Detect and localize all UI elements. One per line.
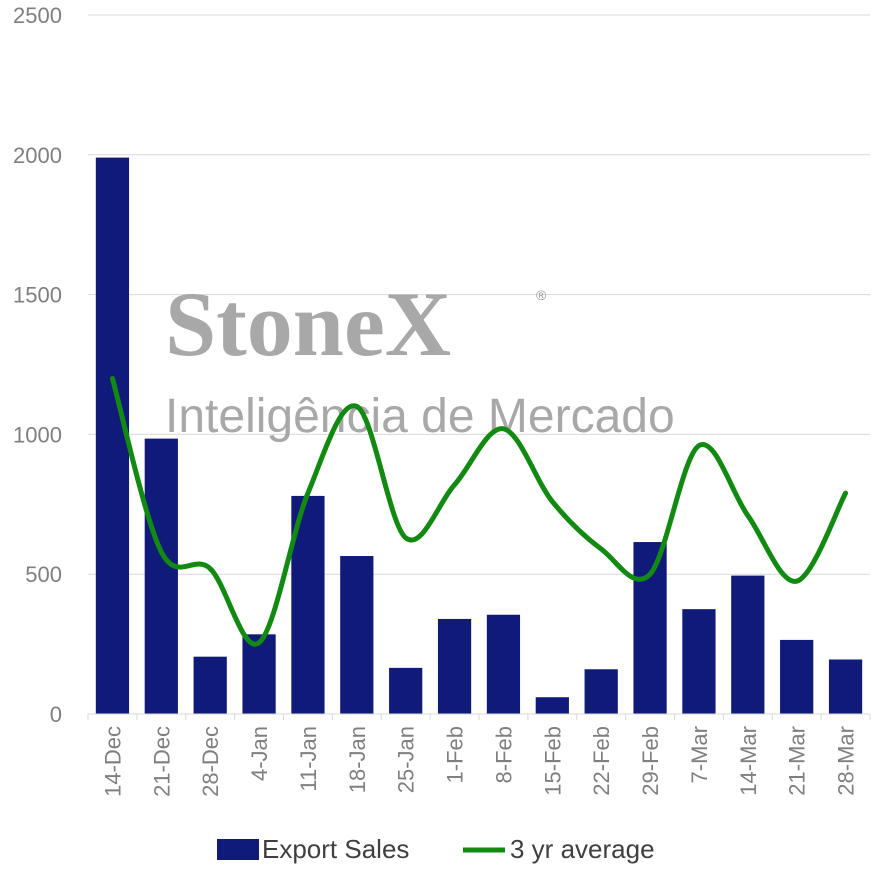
x-tick-label: 25-Jan [394,726,419,793]
bar-export-sales [486,614,521,714]
watermark: StoneX ® Inteligência de Mercado [165,273,675,443]
legend-export-sales-swatch [217,839,259,860]
x-tick-label: 8-Feb [491,726,516,783]
bar-export-sales [340,556,374,714]
bar-export-sales [828,659,863,714]
y-tick-label: 0 [50,702,62,727]
x-tick-label: 29-Feb [638,726,663,796]
average-line [109,375,849,647]
x-tick-label: 21-Dec [149,726,174,797]
x-tick-label: 21-Mar [785,726,810,796]
x-tick-label: 11-Jan [296,726,321,792]
x-tick-label: 1-Feb [443,726,468,783]
bar-export-sales [437,618,472,714]
bar-export-sales [242,634,276,714]
y-tick-label: 2500 [13,3,62,28]
x-tick-label: 14-Dec [100,726,125,797]
bar-export-sales [584,669,618,714]
x-tick-label: 18-Jan [345,726,370,793]
x-tick-label: 14-Mar [736,726,761,796]
y-axis-ticks: 0 500 1000 1500 2000 2500 [13,3,62,727]
y-tick-label: 2000 [13,143,62,168]
x-tick-label: 22-Feb [589,726,614,796]
x-tick-label: 28-Mar [834,726,859,796]
bar-export-sales [633,542,667,714]
legend-export-sales-label: Export Sales [262,834,409,864]
x-tick-label: 7-Mar [687,726,712,783]
line-3yr-average [109,375,849,647]
watermark-logo-text: StoneX [165,273,451,375]
bar-export-sales [95,157,130,714]
watermark-subtitle-text: Inteligência de Mercado [165,390,675,443]
bar-export-sales [144,438,178,714]
y-tick-label: 1500 [13,283,62,308]
x-tick-label: 28-Dec [198,726,223,797]
bar-export-sales [535,697,569,714]
bar-export-sales [193,656,227,714]
bar-export-sales [780,639,814,714]
legend: Export Sales 3 yr average [217,834,655,864]
x-tick-label: 4-Jan [247,726,272,781]
bar-export-sales [389,667,423,714]
bar-export-sales [731,575,765,714]
x-tick-label: 15-Feb [540,726,565,796]
legend-3yr-average-label: 3 yr average [510,834,655,864]
bar-export-sales [682,609,716,714]
x-axis-ticks: 14-Dec 21-Dec 28-Dec 4-Jan 11-Jan 18-Jan 25-Ja… [87,714,871,797]
watermark-registered-mark: ® [536,287,547,303]
y-tick-label: 1000 [13,422,62,447]
gridlines [88,14,870,575]
y-tick-label: 500 [25,562,62,587]
